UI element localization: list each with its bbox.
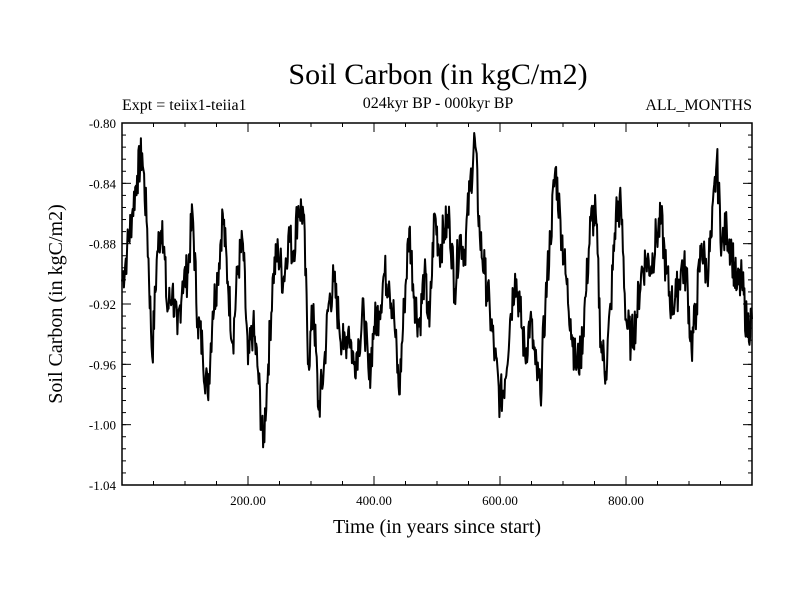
y-tick-label: -1.00 bbox=[89, 418, 116, 433]
series-line bbox=[121, 132, 753, 449]
y-tick-label: -0.84 bbox=[89, 176, 117, 191]
x-tick-label: 600.00 bbox=[482, 493, 518, 508]
chart-title: Soil Carbon (in kgC/m2) bbox=[288, 58, 587, 91]
subtitle-months: ALL_MONTHS bbox=[645, 97, 752, 114]
x-axis-label: Time (in years since start) bbox=[333, 516, 541, 538]
y-tick-label: -0.88 bbox=[89, 237, 116, 252]
subtitle-experiment: Expt = teiix1-teiia1 bbox=[122, 97, 247, 114]
y-tick-label: -0.96 bbox=[89, 357, 117, 372]
y-tick-label: -0.80 bbox=[89, 116, 116, 131]
axis-ticks: -0.80 -0.84 -0.88 -0.92 -0.96 -1.00 -1.04 200.0… bbox=[89, 116, 752, 508]
y-tick-label: -0.92 bbox=[89, 297, 116, 312]
x-tick-label: 400.00 bbox=[356, 493, 392, 508]
y-tick-label: -1.04 bbox=[89, 478, 117, 493]
y-axis-label: Soil Carbon (in kgC/m2) bbox=[45, 204, 67, 403]
x-tick-label: 200.00 bbox=[230, 493, 266, 508]
subtitle-period: 024kyr BP - 000kyr BP bbox=[363, 95, 514, 112]
x-tick-label: 800.00 bbox=[608, 493, 644, 508]
